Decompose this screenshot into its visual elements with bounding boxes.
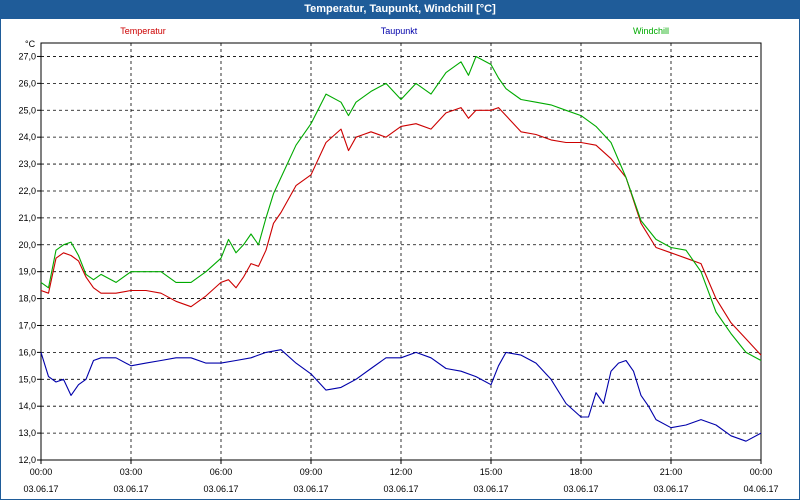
y-tick-label: 19,0 — [18, 267, 36, 277]
x-tick-time: 18:00 — [570, 467, 593, 477]
series-line-taupunkt — [40, 349, 762, 442]
chart-panel: 12,0 13,0 14,0 15,0 16,0 17,0 18,0 19,0 20,0 21,0… — [0, 18, 800, 500]
y-tick-label: 15,0 — [18, 374, 36, 384]
y-tick-label: 12,0 — [18, 455, 36, 465]
legend-temperatur: Temperatur — [120, 26, 166, 36]
legend-taupunkt: Taupunkt — [381, 26, 418, 36]
x-tick-date: 03.06.17 — [653, 484, 688, 494]
legend: Temperatur Taupunkt Windchill — [120, 26, 669, 36]
y-tick-label: 24,0 — [18, 132, 36, 142]
x-tick-time: 06:00 — [210, 467, 233, 477]
y-tick-label: 20,0 — [18, 240, 36, 250]
x-tick-time: 03:00 — [120, 467, 143, 477]
plot-area — [40, 55, 762, 442]
x-tick-date: 03.06.17 — [203, 484, 238, 494]
x-tick-time: 00:00 — [750, 467, 773, 477]
legend-windchill: Windchill — [633, 26, 669, 36]
x-tick-date: 03.06.17 — [473, 484, 508, 494]
x-tick-date: 03.06.17 — [563, 484, 598, 494]
y-tick-label: 17,0 — [18, 320, 36, 330]
y-axis-unit: °C — [25, 39, 36, 49]
y-tick-label: 16,0 — [18, 347, 36, 357]
x-tick-time: 21:00 — [660, 467, 683, 477]
x-tick-date: 03.06.17 — [293, 484, 328, 494]
x-tick-time: 15:00 — [480, 467, 503, 477]
series-line-temperatur — [40, 107, 762, 356]
grid — [40, 42, 762, 461]
x-axis: 00:00 03.06.17 03:00 03.06.17 06:00 03.06.17 0… — [23, 460, 779, 494]
y-tick-label: 26,0 — [18, 78, 36, 88]
x-tick-date: 03.06.17 — [113, 484, 148, 494]
y-axis: 12,0 13,0 14,0 15,0 16,0 17,0 18,0 19,0 20,0 21,0… — [18, 39, 41, 465]
y-tick-label: 23,0 — [18, 159, 36, 169]
y-tick-label: 27,0 — [18, 51, 36, 61]
y-tick-label: 18,0 — [18, 294, 36, 304]
y-tick-label: 21,0 — [18, 213, 36, 223]
x-tick-date: 04.06.17 — [743, 484, 778, 494]
series-line-windchill — [40, 55, 762, 361]
x-tick-time: 09:00 — [300, 467, 323, 477]
y-tick-label: 14,0 — [18, 401, 36, 411]
x-tick-date: 03.06.17 — [383, 484, 418, 494]
x-tick-date: 03.06.17 — [23, 484, 58, 494]
y-tick-label: 13,0 — [18, 428, 36, 438]
x-tick-time: 00:00 — [30, 467, 53, 477]
window-title: Temperatur, Taupunkt, Windchill [°C] — [0, 0, 800, 18]
y-tick-label: 25,0 — [18, 105, 36, 115]
line-chart: 12,0 13,0 14,0 15,0 16,0 17,0 18,0 19,0 20,0 21,0… — [18, 26, 779, 494]
y-tick-label: 22,0 — [18, 186, 36, 196]
x-tick-time: 12:00 — [390, 467, 413, 477]
